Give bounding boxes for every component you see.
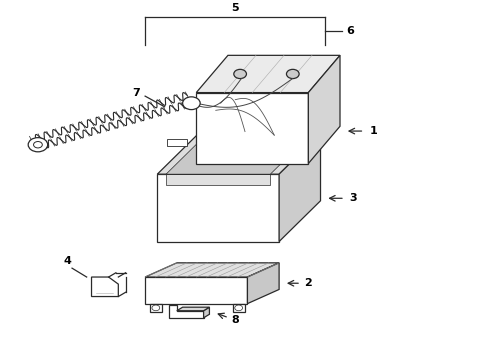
Polygon shape bbox=[196, 93, 308, 163]
Circle shape bbox=[235, 305, 243, 311]
Polygon shape bbox=[247, 263, 279, 303]
Text: 4: 4 bbox=[63, 256, 71, 266]
Circle shape bbox=[152, 305, 160, 311]
Polygon shape bbox=[196, 55, 340, 93]
Text: 2: 2 bbox=[304, 278, 312, 288]
Polygon shape bbox=[167, 139, 187, 145]
Polygon shape bbox=[166, 133, 312, 174]
Circle shape bbox=[234, 69, 246, 78]
Polygon shape bbox=[150, 303, 162, 312]
Circle shape bbox=[287, 69, 299, 78]
Polygon shape bbox=[177, 307, 209, 311]
Text: 7: 7 bbox=[132, 87, 140, 98]
Polygon shape bbox=[170, 305, 203, 318]
Circle shape bbox=[33, 141, 42, 148]
Polygon shape bbox=[203, 307, 209, 318]
Polygon shape bbox=[157, 174, 279, 242]
Polygon shape bbox=[308, 55, 340, 163]
Polygon shape bbox=[279, 133, 320, 242]
Text: 6: 6 bbox=[346, 26, 354, 36]
Text: 1: 1 bbox=[369, 126, 377, 136]
Polygon shape bbox=[145, 263, 279, 277]
Polygon shape bbox=[233, 303, 245, 312]
Text: 8: 8 bbox=[231, 315, 239, 325]
Circle shape bbox=[183, 97, 200, 109]
Polygon shape bbox=[145, 277, 247, 303]
Text: 5: 5 bbox=[231, 4, 239, 13]
Polygon shape bbox=[92, 277, 118, 297]
Circle shape bbox=[28, 138, 48, 152]
Polygon shape bbox=[166, 174, 270, 185]
Text: 3: 3 bbox=[350, 193, 357, 203]
Polygon shape bbox=[157, 133, 320, 174]
